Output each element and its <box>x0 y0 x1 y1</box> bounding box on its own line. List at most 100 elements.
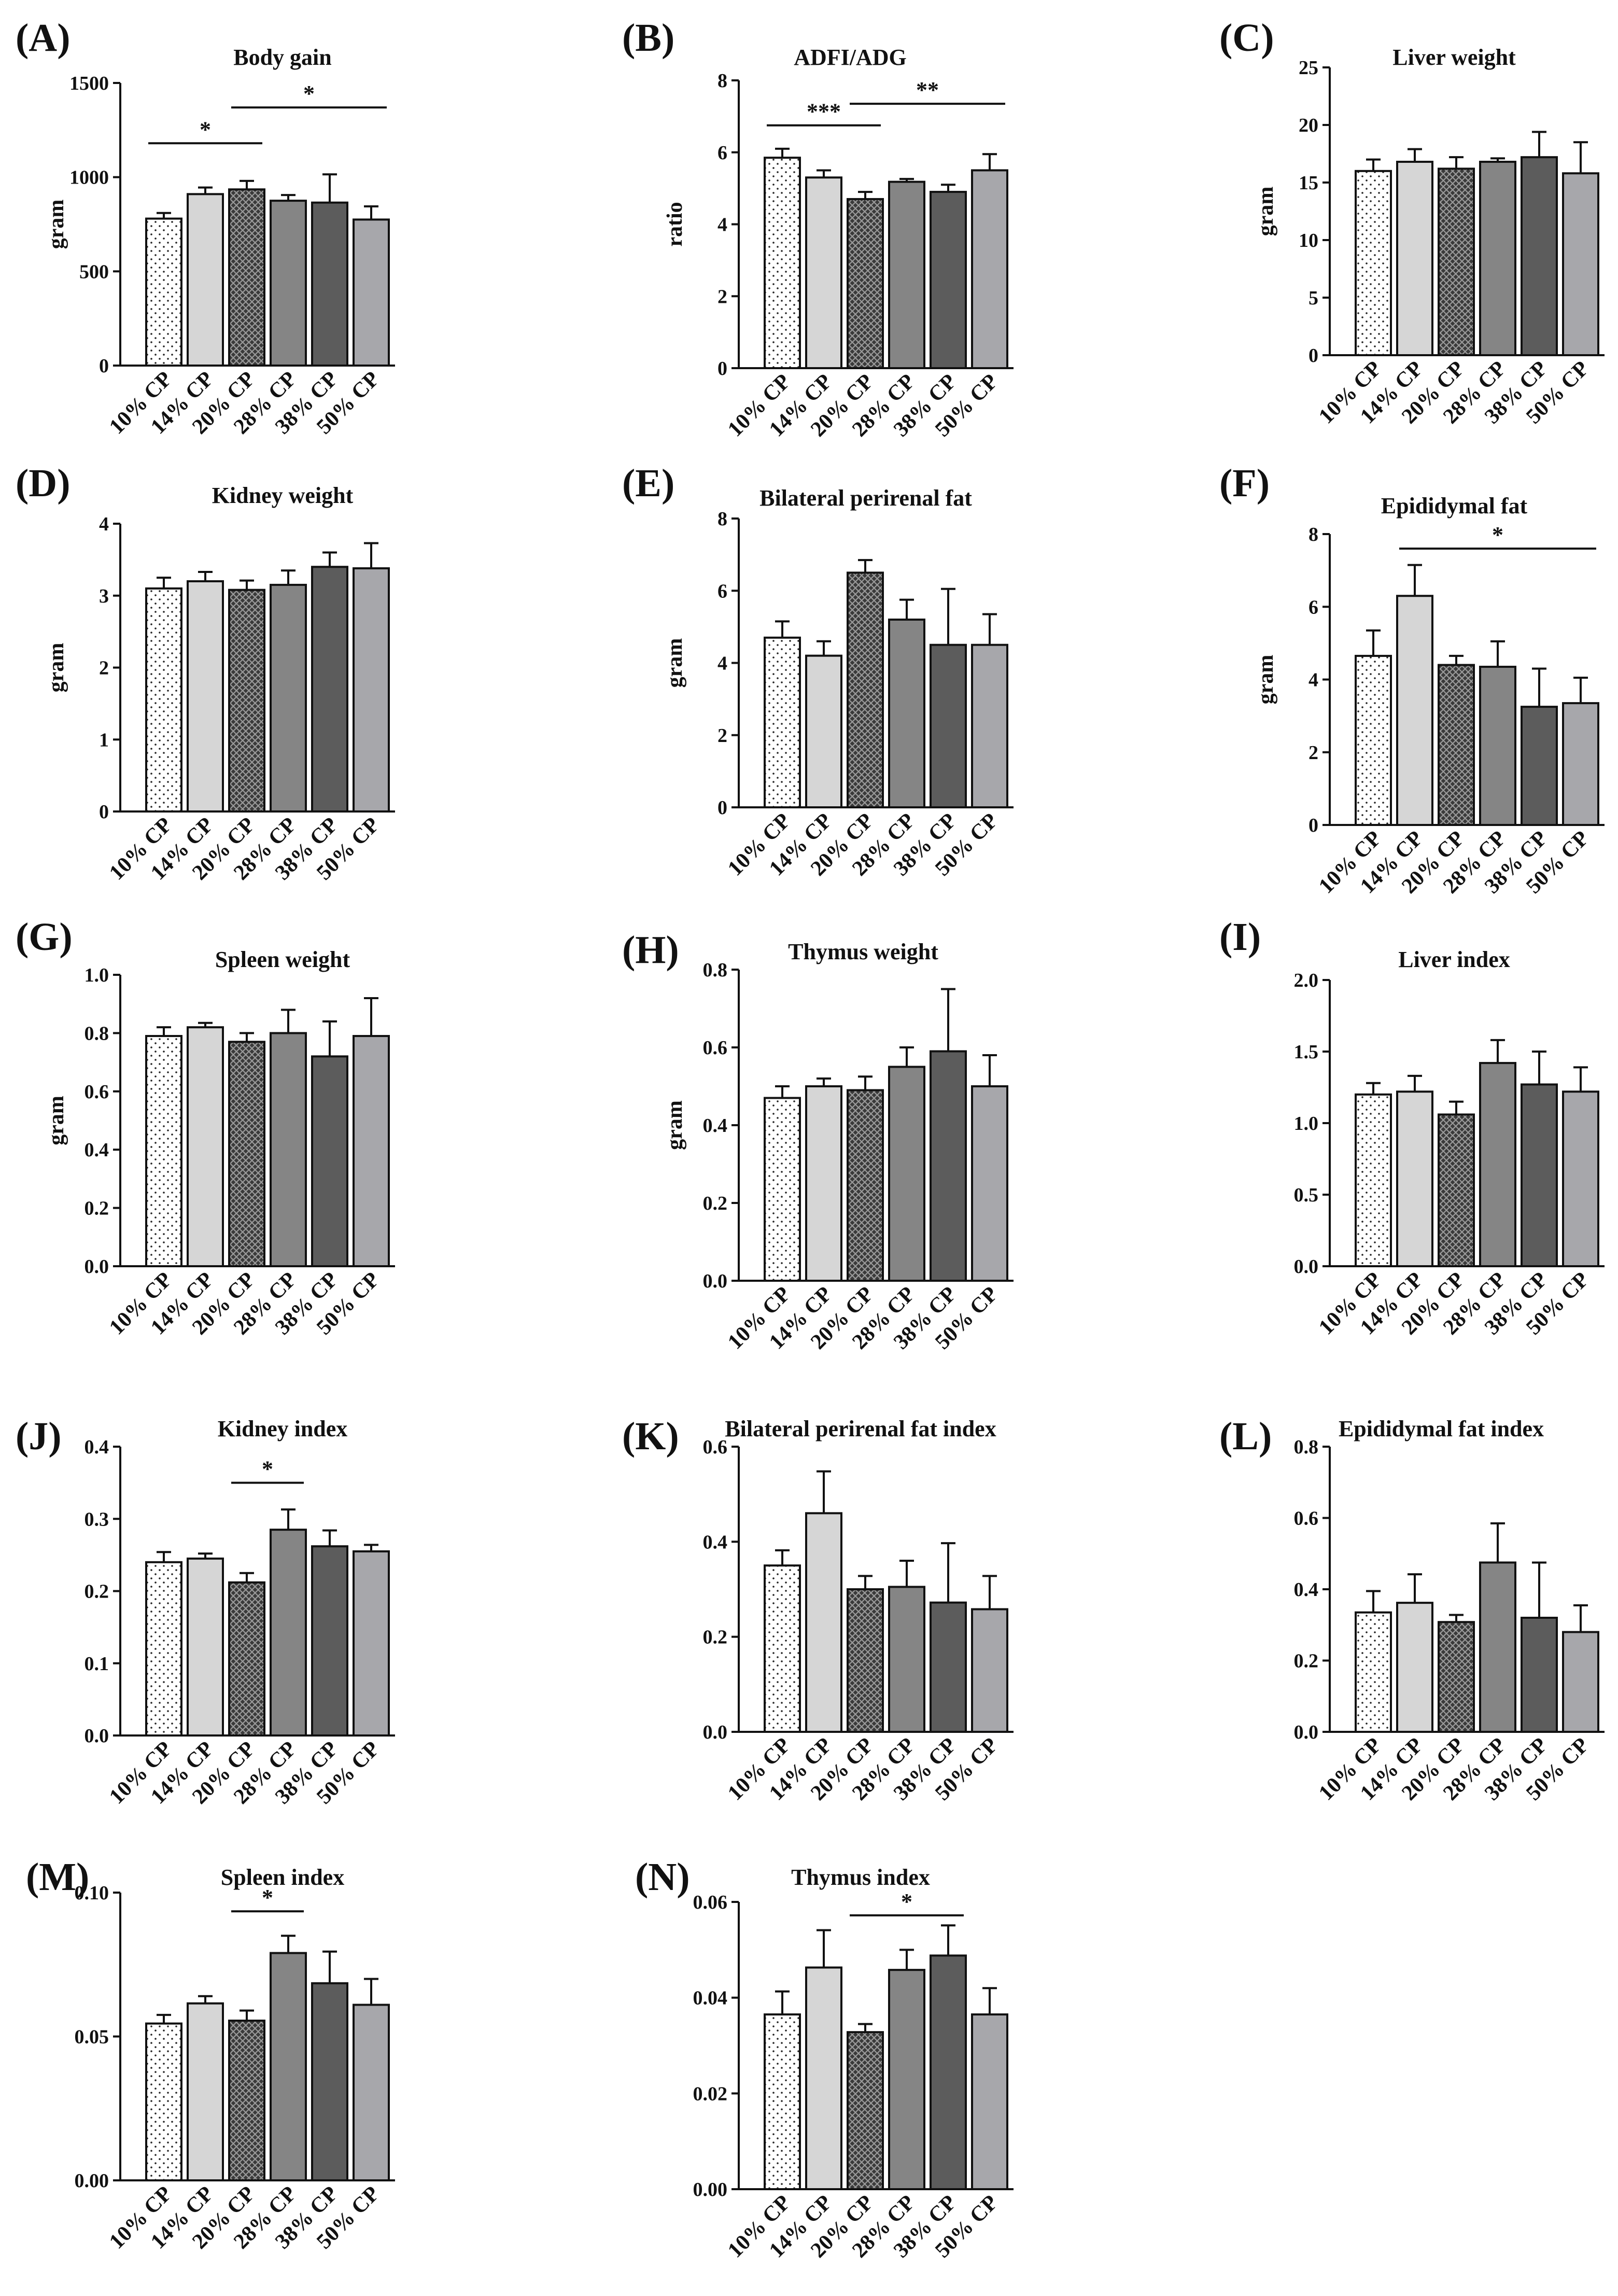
y-tick-label: 0.8 <box>85 1023 109 1044</box>
y-axis-title: gram <box>45 1096 68 1145</box>
bar-50cp <box>353 1550 390 1737</box>
y-tick-label: 0.4 <box>703 1531 728 1553</box>
bar-14cp <box>1396 1090 1433 1268</box>
bar-38cp <box>311 1055 348 1267</box>
bar-20cp <box>847 2031 884 2191</box>
bar-38cp <box>311 1982 348 2181</box>
y-tick-label: 3 <box>99 585 109 607</box>
bar-50cp <box>971 2013 1008 2191</box>
panel-label: (I) <box>1219 915 1261 959</box>
bar-28cp <box>1479 665 1516 827</box>
significance-label: * <box>262 1885 273 1910</box>
chart-title: Spleen weight <box>215 947 350 972</box>
bar-50cp <box>353 218 390 367</box>
y-tick-label: 500 <box>79 261 109 283</box>
bar-20cp <box>228 589 265 813</box>
significance-label: ** <box>916 77 939 103</box>
y-tick-label: 1500 <box>69 73 109 94</box>
bar-38cp <box>1521 156 1558 356</box>
y-tick-label: 0.0 <box>85 1725 109 1747</box>
y-tick-label: 6 <box>717 142 727 164</box>
bar-14cp <box>805 1085 842 1282</box>
y-tick-label: 1 <box>99 729 109 751</box>
bar-14cp <box>187 1557 224 1737</box>
y-tick-label: 4 <box>1309 669 1318 691</box>
y-tick-label: 2 <box>99 657 109 679</box>
bar-10cp <box>764 157 801 369</box>
bar-14cp <box>1396 161 1433 356</box>
panel-label: (H) <box>622 928 679 972</box>
y-tick-label: 0.0 <box>85 1256 109 1278</box>
y-tick-label: 0.0 <box>703 1270 728 1292</box>
bar-10cp <box>1355 654 1392 826</box>
significance-label: * <box>901 1889 912 1914</box>
bar-10cp <box>764 636 801 808</box>
bar-38cp <box>1521 706 1558 826</box>
bar-14cp <box>1396 595 1433 827</box>
panel-label: (L) <box>1219 1415 1272 1458</box>
bar-38cp <box>1521 1617 1558 1733</box>
bar-50cp <box>971 169 1008 369</box>
y-tick-label: 0 <box>717 797 727 819</box>
bar-20cp <box>228 1041 265 1267</box>
significance-label: *** <box>807 99 841 124</box>
y-tick-label: 6 <box>1309 596 1318 618</box>
y-axis-title: gram <box>663 638 687 688</box>
bar-20cp <box>228 188 265 367</box>
significance-label: * <box>200 117 211 142</box>
y-tick-label: 0.04 <box>693 1987 728 2009</box>
y-tick-label: 0.4 <box>1294 1579 1319 1601</box>
panel-label: (N) <box>635 1855 690 1899</box>
chart-title: Liver index <box>1398 947 1510 972</box>
bar-14cp <box>805 654 842 808</box>
bar-28cp <box>270 1032 307 1268</box>
panel-label: (F) <box>1219 461 1270 505</box>
bar-38cp <box>311 566 348 813</box>
y-tick-label: 2 <box>717 286 727 307</box>
y-axis-title: gram <box>1254 655 1278 705</box>
bar-14cp <box>805 176 842 369</box>
y-tick-label: 0.4 <box>85 1139 109 1161</box>
bar-50cp <box>353 2004 390 2181</box>
panel-label: (M) <box>26 1855 89 1899</box>
chart-title: ADFI/ADG <box>794 45 907 70</box>
bar-10cp <box>1355 170 1392 356</box>
bar-50cp <box>1562 702 1599 827</box>
bar-10cp <box>764 1097 801 1282</box>
bar-38cp <box>311 201 348 367</box>
bar-28cp <box>270 583 307 813</box>
y-tick-label: 0.00 <box>75 2170 109 2192</box>
y-tick-label: 0.05 <box>75 2026 109 2048</box>
y-tick-label: 0 <box>99 355 109 377</box>
bar-20cp <box>228 1581 265 1737</box>
y-tick-label: 0.6 <box>1294 1508 1319 1530</box>
y-tick-label: 0.2 <box>85 1198 109 1220</box>
chart-title: Body gain <box>233 45 332 70</box>
chart-title: Spleen index <box>221 1865 344 1890</box>
bar-14cp <box>805 1966 842 2190</box>
bar-14cp <box>187 1026 224 1268</box>
y-tick-label: 1000 <box>69 167 109 189</box>
bar-20cp <box>847 198 884 369</box>
bar-50cp <box>353 567 390 813</box>
y-tick-label: 15 <box>1299 172 1318 194</box>
significance-label: * <box>1492 522 1503 548</box>
bar-10cp <box>145 217 182 367</box>
y-axis-title: gram <box>45 200 68 249</box>
y-tick-label: 0 <box>1309 345 1318 367</box>
y-axis-title: ratio <box>663 202 687 246</box>
chart-title: Bilateral perirenal fat index <box>725 1416 996 1441</box>
bar-14cp <box>187 193 224 367</box>
bar-28cp <box>1479 161 1516 356</box>
y-tick-label: 0.8 <box>1294 1436 1319 1458</box>
y-tick-label: 0.2 <box>703 1193 728 1214</box>
bar-28cp <box>888 1586 925 1733</box>
bar-10cp <box>1355 1093 1392 1268</box>
bar-38cp <box>930 643 967 808</box>
panel-label: (C) <box>1219 16 1274 60</box>
